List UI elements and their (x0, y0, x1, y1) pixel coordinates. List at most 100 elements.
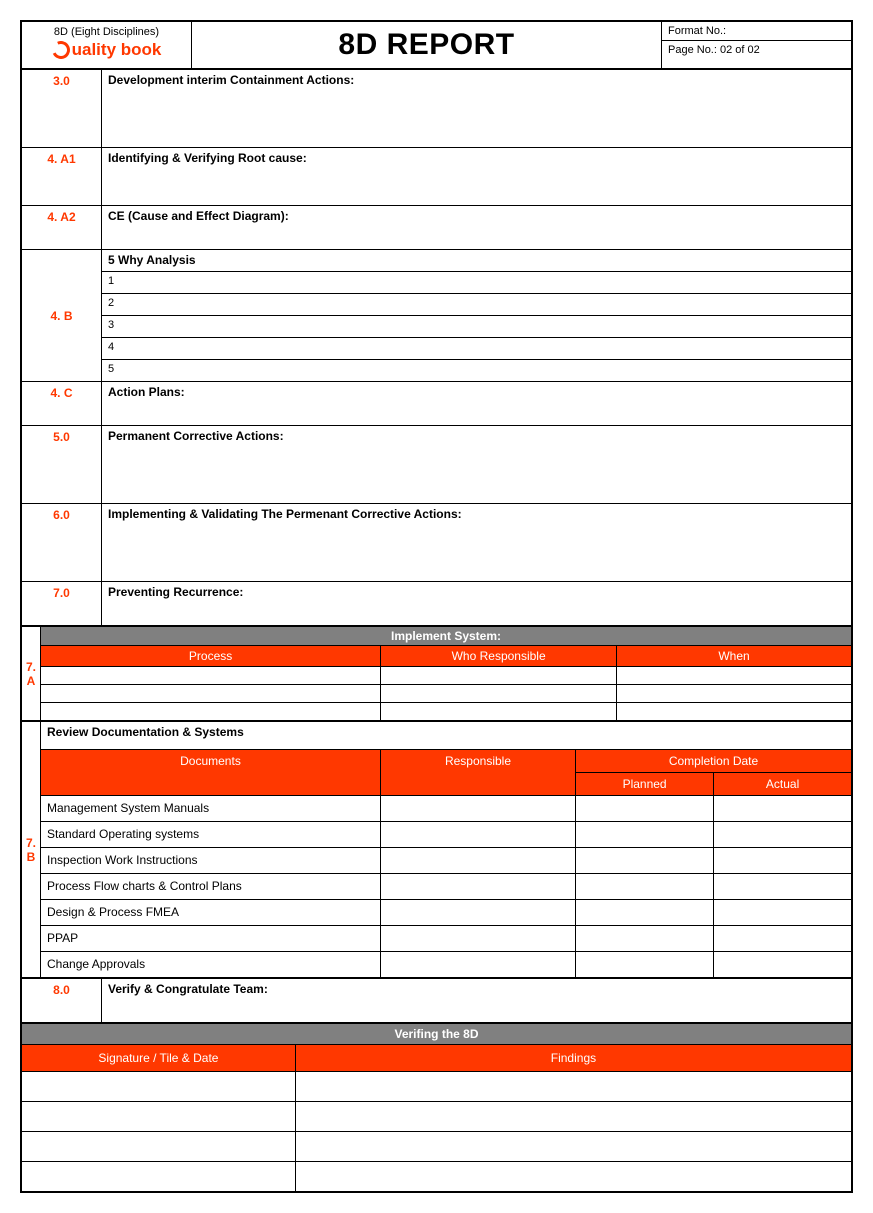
s7a-r2c1 (41, 685, 381, 703)
page-title: 8D REPORT (192, 22, 662, 69)
sec-3-body: Development interim Containment Actions: (102, 70, 852, 148)
ver-r2c1 (22, 1102, 296, 1132)
s7b-r3c2 (380, 874, 575, 900)
brand-text: uality book (72, 40, 162, 60)
s7b-r0c3 (576, 796, 714, 822)
sec-7-num: 7.0 (22, 582, 102, 626)
s7a-table: 7. A Implement System: Process Who Respo… (21, 626, 852, 721)
sec-5-title: Permanent Corrective Actions: (108, 429, 845, 443)
sec-6-title: Implementing & Validating The Permenant … (108, 507, 845, 521)
why-row-1: 1 (102, 272, 852, 294)
s7b-row-5: PPAP (41, 926, 381, 952)
s7b-col-completion: Completion Date (576, 750, 852, 773)
s7a-r3c2 (381, 703, 617, 721)
s7b-r5c2 (380, 926, 575, 952)
s7b-row-1: Standard Operating systems (41, 822, 381, 848)
sec-4c-title: Action Plans: (108, 385, 845, 399)
s7b-r6c4 (714, 952, 852, 978)
s7b-col-actual: Actual (714, 773, 852, 796)
s7b-col-responsible: Responsible (380, 750, 575, 796)
verify-col-findings: Findings (295, 1045, 851, 1072)
s7b-row-3: Process Flow charts & Control Plans (41, 874, 381, 900)
body-table: 3.0 Development interim Containment Acti… (21, 69, 852, 626)
sec-8-title: Verify & Congratulate Team: (108, 982, 845, 996)
s7a-r3c3 (617, 703, 852, 721)
sec-7-body: Preventing Recurrence: (102, 582, 852, 626)
s7b-title-cell: Review Documentation & Systems (41, 722, 852, 750)
sec-5-num: 5.0 (22, 426, 102, 504)
logo-top-label: 8D (Eight Disciplines) (24, 26, 189, 38)
s7b-row-4: Design & Process FMEA (41, 900, 381, 926)
sec-3-num: 3.0 (22, 70, 102, 148)
report-page: 8D (Eight Disciplines) uality book 8D RE… (20, 20, 853, 1193)
s7b-r6c2 (380, 952, 575, 978)
s7a-r2c2 (381, 685, 617, 703)
ver-r4c2 (295, 1162, 851, 1192)
s7a-col-when: When (617, 646, 852, 667)
s7b-r0c2 (380, 796, 575, 822)
ver-r3c1 (22, 1132, 296, 1162)
s7b-r0c4 (714, 796, 852, 822)
sec-8-body: Verify & Congratulate Team: (102, 979, 852, 1023)
why-row-5: 5 (102, 360, 852, 382)
s7a-r1c1 (41, 667, 381, 685)
sec-3-title: Development interim Containment Actions: (108, 73, 845, 87)
ver-r1c2 (295, 1072, 851, 1102)
s7b-r2c3 (576, 848, 714, 874)
s8-table: 8.0 Verify & Congratulate Team: (21, 978, 852, 1023)
sec-7-title: Preventing Recurrence: (108, 585, 845, 599)
brand-logo: uality book (52, 40, 162, 60)
s7b-r3c4 (714, 874, 852, 900)
s7a-col-who: Who Responsible (381, 646, 617, 667)
sec-4a1-title: Identifying & Verifying Root cause: (108, 151, 845, 165)
s7b-r1c2 (380, 822, 575, 848)
s7b-row-6: Change Approvals (41, 952, 381, 978)
sec-5-body: Permanent Corrective Actions: (102, 426, 852, 504)
sec-6-body: Implementing & Validating The Permenant … (102, 504, 852, 582)
verify-table: Verifing the 8D Signature / Tile & Date … (21, 1023, 852, 1192)
why-row-3: 3 (102, 316, 852, 338)
header-table: 8D (Eight Disciplines) uality book 8D RE… (21, 21, 852, 69)
s7b-col-planned: Planned (576, 773, 714, 796)
meta-cell: Format No.: Page No.: 02 of 02 (662, 22, 852, 69)
s7b-table: 7. B Review Documentation & Systems Docu… (21, 721, 852, 978)
format-no-label: Format No.: (662, 22, 851, 41)
verify-col-sig: Signature / Tile & Date (22, 1045, 296, 1072)
s7b-col-documents: Documents (41, 750, 381, 796)
s7b-row-2: Inspection Work Instructions (41, 848, 381, 874)
why-row-2: 2 (102, 294, 852, 316)
s7a-r2c3 (617, 685, 852, 703)
ver-r4c1 (22, 1162, 296, 1192)
s7b-r1c4 (714, 822, 852, 848)
sec-8-num: 8.0 (22, 979, 102, 1023)
s7b-r4c3 (576, 900, 714, 926)
logo-cell: 8D (Eight Disciplines) uality book (22, 22, 192, 69)
sec-4a1-body: Identifying & Verifying Root cause: (102, 148, 852, 206)
s7a-header-bar: Implement System: (41, 627, 852, 646)
sec-4a2-num: 4. A2 (22, 206, 102, 250)
s7b-r5c4 (714, 926, 852, 952)
sec-4c-num: 4. C (22, 382, 102, 426)
s7b-title: Review Documentation & Systems (47, 725, 244, 739)
s7b-r4c2 (380, 900, 575, 926)
s7b-r1c3 (576, 822, 714, 848)
ver-r2c2 (295, 1102, 851, 1132)
s7b-row-0: Management System Manuals (41, 796, 381, 822)
s7b-r2c4 (714, 848, 852, 874)
ver-r1c1 (22, 1072, 296, 1102)
s7b-r2c2 (380, 848, 575, 874)
page-no-label: Page No.: 02 of 02 (662, 41, 851, 59)
s7a-col-process: Process (41, 646, 381, 667)
sec-4a1-num: 4. A1 (22, 148, 102, 206)
ver-r3c2 (295, 1132, 851, 1162)
s7b-r6c3 (576, 952, 714, 978)
s7a-r1c3 (617, 667, 852, 685)
s7b-r4c4 (714, 900, 852, 926)
s7b-r3c3 (576, 874, 714, 900)
swirl-icon (49, 38, 72, 61)
sec-7a-num: 7. A (22, 627, 41, 721)
sec-4c-body: Action Plans: (102, 382, 852, 426)
sec-4a2-body: CE (Cause and Effect Diagram): (102, 206, 852, 250)
s7b-r5c3 (576, 926, 714, 952)
sec-4a2-title: CE (Cause and Effect Diagram): (108, 209, 845, 223)
